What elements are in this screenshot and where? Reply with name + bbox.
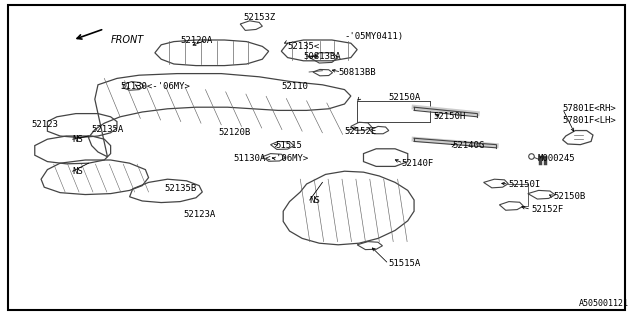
Text: NS: NS (310, 196, 321, 204)
Text: 51130A<-'06MY>: 51130A<-'06MY> (234, 154, 309, 163)
Text: 52153Z: 52153Z (243, 13, 276, 22)
Text: -'05MY0411): -'05MY0411) (344, 32, 404, 41)
Text: 52150B: 52150B (553, 192, 586, 201)
Text: 52150A: 52150A (388, 93, 421, 102)
Text: 52120B: 52120B (218, 128, 250, 137)
Text: M000245: M000245 (538, 154, 575, 163)
Text: 52150H: 52150H (433, 112, 465, 121)
Text: 52135<: 52135< (287, 42, 320, 51)
FancyBboxPatch shape (8, 5, 625, 310)
Text: 51515: 51515 (275, 141, 302, 150)
Text: 50813BA: 50813BA (303, 52, 341, 60)
Text: 52120A: 52120A (180, 36, 212, 44)
Text: 51130<-'06MY>: 51130<-'06MY> (120, 82, 190, 91)
Text: NS: NS (73, 135, 83, 144)
Text: 50813BB: 50813BB (338, 68, 376, 76)
Text: 52140G: 52140G (452, 141, 484, 150)
Text: 57801F<LH>: 57801F<LH> (563, 116, 616, 124)
Text: 52123: 52123 (31, 120, 58, 129)
Text: 57801E<RH>: 57801E<RH> (563, 104, 616, 113)
Text: 52152F: 52152F (531, 205, 563, 214)
Text: 52150I: 52150I (509, 180, 541, 188)
Text: 52135B: 52135B (164, 184, 196, 193)
Text: 52110: 52110 (282, 82, 308, 91)
Text: 51515A: 51515A (388, 260, 421, 268)
Text: 52135A: 52135A (92, 125, 124, 134)
Text: FRONT: FRONT (111, 35, 144, 45)
Text: 52152E: 52152E (344, 127, 377, 136)
Text: NS: NS (73, 167, 83, 176)
Text: A505001121: A505001121 (579, 300, 628, 308)
Text: 52140F: 52140F (401, 159, 434, 168)
Text: 52123A: 52123A (183, 210, 216, 219)
